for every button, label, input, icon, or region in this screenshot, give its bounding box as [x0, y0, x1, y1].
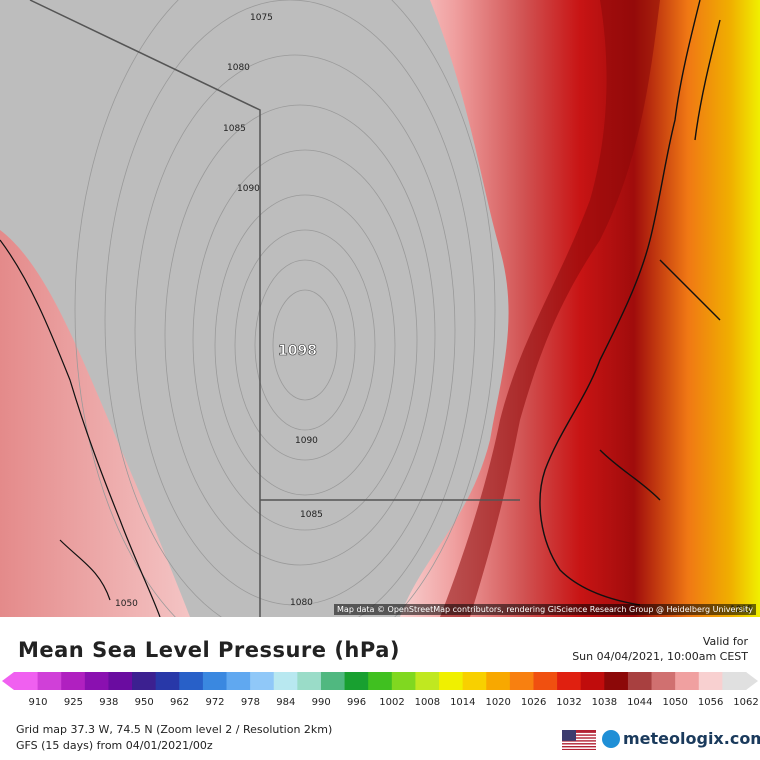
east-pressure-gradient	[400, 0, 760, 617]
isobar-label: 1050	[115, 599, 138, 609]
scale-tick-label: 1026	[520, 697, 547, 708]
us-flag-icon[interactable]	[562, 730, 596, 750]
meteologix-logo-icon	[602, 729, 620, 748]
scale-swatch	[651, 672, 676, 690]
scale-swatch	[557, 672, 582, 690]
scale-swatch	[604, 672, 629, 690]
grid-info: Grid map 37.3 W, 74.5 N (Zoom level 2 / …	[16, 723, 333, 736]
brand-name: meteologix.com	[623, 729, 760, 748]
isobar-label: 1080	[227, 63, 250, 73]
scale-tick-label: 950	[134, 697, 154, 708]
map-attribution[interactable]: Map data © OpenStreetMap contributors, r…	[334, 604, 756, 615]
isobar-label: 1075	[250, 13, 273, 23]
scale-tick-label: 962	[170, 697, 190, 708]
color-scale	[0, 670, 760, 700]
scale-left-arrow	[2, 672, 14, 690]
scale-swatch	[533, 672, 558, 690]
scale-swatch	[415, 672, 440, 690]
isobar-label: 1085	[223, 124, 246, 134]
scale-swatch	[580, 672, 605, 690]
scale-tick-label: 1062	[733, 697, 759, 708]
high-center-label: 1098	[278, 343, 317, 359]
scale-tick-label: 972	[205, 697, 225, 708]
dark-red-band	[440, 0, 660, 617]
scale-swatch	[179, 672, 204, 690]
coastline-east	[539, 0, 721, 606]
pressure-map-svg: 1075 1080 1085 1090 1090 1085 1080 1050 …	[0, 0, 760, 617]
scale-swatch	[250, 672, 275, 690]
scale-swatch	[391, 672, 416, 690]
isobars	[74, 0, 496, 617]
scale-swatch	[155, 672, 180, 690]
valid-date: Sun 04/04/2021, 10:00am CEST	[572, 650, 748, 663]
isobar-label: 1085	[300, 510, 323, 520]
scale-swatch	[132, 672, 157, 690]
scale-swatch	[368, 672, 393, 690]
scale-tick-label: 1038	[591, 697, 618, 708]
scale-swatch	[462, 672, 487, 690]
scale-tick-label: 1050	[662, 697, 688, 708]
scale-tick-label: 990	[311, 697, 331, 708]
scale-tick-label: 925	[63, 697, 83, 708]
scale-tick-label: 996	[347, 697, 367, 708]
color-scale-svg	[2, 672, 758, 690]
scale-swatch	[486, 672, 511, 690]
coastline-west	[0, 239, 161, 617]
scale-tick-label: 978	[240, 697, 260, 708]
scale-swatch	[273, 672, 298, 690]
scale-tick-label: 1032	[556, 697, 582, 708]
model-info: GFS (15 days) from 04/01/2021/00z	[16, 739, 213, 752]
isobar-label: 1090	[237, 184, 260, 194]
isobar-label: 1090	[295, 436, 318, 446]
valid-label: Valid for	[702, 635, 748, 648]
brand-link[interactable]: meteologix.com	[602, 729, 760, 748]
scale-swatch	[344, 672, 369, 690]
scale-tick-label: 910	[28, 697, 48, 708]
scale-swatch	[84, 672, 109, 690]
scale-swatch	[627, 672, 653, 690]
region-borders	[29, 0, 520, 617]
scale-swatch	[320, 672, 346, 690]
scale-tick-label: 1014	[450, 697, 476, 708]
scale-swatch	[61, 672, 86, 690]
legend-title: Mean Sea Level Pressure (hPa)	[18, 638, 400, 662]
pressure-map[interactable]: 1075 1080 1085 1090 1090 1085 1080 1050 …	[0, 0, 760, 617]
scale-tick-label: 1056	[697, 697, 724, 708]
scale-tick-label: 1008	[414, 697, 441, 708]
scale-swatch	[297, 672, 322, 690]
scale-swatch	[37, 672, 62, 690]
scale-tick-label: 1020	[485, 697, 511, 708]
scale-swatch	[722, 672, 747, 690]
scale-tick-label: 984	[276, 697, 296, 708]
scale-swatch	[108, 672, 133, 690]
scale-swatch	[675, 672, 700, 690]
scale-right-arrow	[746, 672, 758, 690]
scale-tick-label: 938	[99, 697, 119, 708]
scale-swatch	[509, 672, 534, 690]
scale-swatch	[439, 672, 464, 690]
scale-swatch	[226, 672, 251, 690]
scale-swatch	[698, 672, 723, 690]
isobar-label: 1080	[290, 598, 313, 608]
scale-swatch	[14, 672, 39, 690]
scale-tick-label: 1044	[627, 697, 653, 708]
scale-swatch	[202, 672, 228, 690]
scale-tick-label: 1002	[379, 697, 405, 708]
